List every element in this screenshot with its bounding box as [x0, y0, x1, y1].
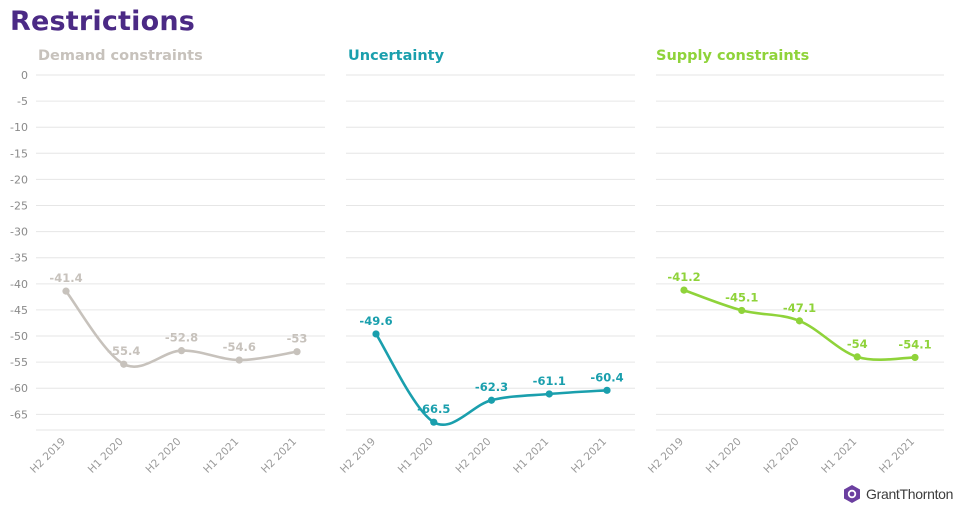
data-point: [430, 418, 438, 426]
x-tick-label: H1 2020: [86, 436, 126, 476]
series-line: [64, 289, 299, 368]
y-tick-label: -15: [10, 147, 28, 160]
data-point: [120, 360, 128, 368]
data-point: [911, 353, 919, 362]
y-tick-label: -30: [10, 226, 28, 239]
data-label: -41.2: [667, 270, 700, 284]
x-tick-label: H1 2021: [511, 436, 551, 476]
x-tick-label: H1 2020: [396, 436, 436, 476]
chart-title: Demand constraints: [38, 48, 203, 64]
grant-thornton-logo-icon: [844, 485, 860, 503]
x-tick-label: H1 2021: [819, 436, 859, 476]
data-point: [235, 356, 243, 364]
y-tick-label: -25: [10, 200, 28, 213]
page-title: Restrictions: [10, 6, 196, 37]
data-label: -53: [287, 332, 308, 346]
data-point: [293, 348, 301, 356]
data-label: -54: [847, 337, 868, 351]
y-tick-label: -5: [17, 95, 28, 108]
data-point: [545, 390, 553, 398]
y-tick-label: 0: [21, 69, 28, 82]
x-tick-label: H2 2019: [646, 436, 686, 476]
x-tick-label: H2 2020: [762, 436, 802, 476]
x-tick-label: H2 2019: [28, 436, 68, 476]
data-label: -41.4: [49, 271, 82, 285]
data-point: [795, 317, 804, 325]
y-tick-label: -65: [10, 408, 28, 421]
y-tick-label: -40: [10, 278, 28, 291]
data-label: -45.1: [725, 290, 758, 304]
data-label: -54.6: [223, 340, 256, 354]
x-tick-label: H2 2021: [259, 436, 299, 476]
y-tick-label: -20: [10, 173, 28, 186]
chart-title: Uncertainty: [348, 48, 445, 64]
data-point: [177, 347, 186, 355]
x-tick-label: H2 2021: [877, 436, 917, 476]
x-tick-label: H1 2020: [704, 436, 744, 476]
y-tick-label: -55: [10, 356, 28, 369]
data-label: -61.1: [533, 374, 566, 388]
data-point: [738, 306, 746, 315]
y-tick-label: -60: [10, 382, 28, 395]
data-label: -54.1: [898, 337, 931, 351]
y-tick-label: -35: [10, 252, 28, 265]
x-tick-label: H1 2021: [201, 436, 241, 476]
y-tick-label: -50: [10, 330, 28, 343]
x-tick-label: H2 2020: [144, 436, 184, 476]
data-label: -52.8: [165, 331, 198, 345]
chart-title: Supply constraints: [656, 48, 809, 64]
grant-thornton-logo: GrantThornton: [842, 484, 953, 504]
data-label: -47.1: [783, 301, 816, 315]
logo-text: GrantThornton: [866, 486, 954, 502]
series-line: [374, 332, 609, 426]
data-label: -55.4: [107, 344, 140, 358]
data-point: [62, 287, 70, 295]
data-point: [853, 353, 861, 361]
y-tick-label: -10: [10, 121, 28, 134]
data-label: -66.5: [417, 402, 450, 416]
data-label: -62.3: [475, 380, 508, 394]
data-point: [603, 386, 611, 394]
data-label: -49.6: [359, 314, 392, 328]
data-point: [680, 286, 688, 294]
data-label: -60.4: [590, 370, 623, 384]
x-tick-label: H2 2021: [569, 436, 609, 476]
x-tick-label: H2 2019: [338, 436, 378, 476]
data-point: [487, 396, 496, 404]
x-tick-label: H2 2020: [454, 436, 494, 476]
data-point: [372, 330, 380, 338]
y-tick-label: -45: [10, 304, 28, 317]
